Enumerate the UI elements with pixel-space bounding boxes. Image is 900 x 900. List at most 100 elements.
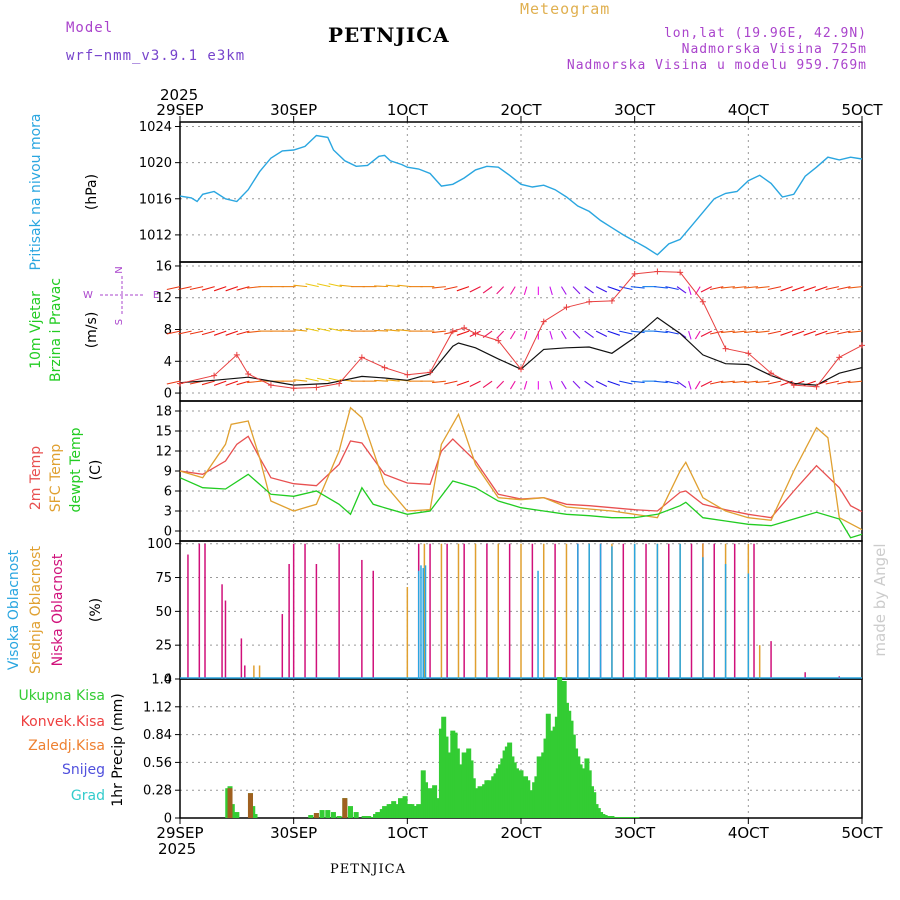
wind-barb — [496, 380, 505, 389]
gust-marker — [449, 328, 456, 335]
ytick-label-precip: 1.12 — [143, 700, 172, 715]
wind-barb — [549, 380, 553, 390]
ytick-label-temperature: 12 — [155, 445, 172, 460]
wind-barb — [837, 380, 851, 385]
wind-barb — [744, 380, 759, 384]
wind-barb — [815, 330, 828, 336]
gust-marker — [813, 383, 820, 390]
ytick-label-precip: 0.56 — [143, 756, 172, 771]
model-name: wrf−nmm_v3.9.1 e3km — [66, 48, 246, 64]
precip-legend-item: Grad — [71, 788, 105, 804]
wind-barb — [189, 286, 204, 291]
ytick-label-pressure: 1016 — [139, 192, 172, 207]
wind-barb — [595, 286, 608, 293]
wind-barb — [469, 380, 481, 388]
wind-barb — [837, 286, 851, 291]
wind-barb — [456, 380, 470, 386]
ytick-label-pressure: 1020 — [139, 156, 172, 171]
wind-barb — [560, 286, 567, 295]
yunit-pressure: (hPa) — [84, 174, 100, 210]
wind-barb — [780, 330, 793, 336]
ytick-label-clouds: 50 — [155, 605, 172, 620]
altitude-label: Nadmorska Visina 725m — [681, 42, 867, 57]
t2m-line — [179, 435, 863, 519]
year-top: 2025 — [160, 86, 198, 104]
gust-marker — [461, 324, 468, 331]
wind-barb — [432, 286, 446, 289]
wind-barb — [572, 330, 581, 339]
compass-e: E — [153, 290, 159, 301]
wind-barb — [572, 286, 581, 295]
wind-barb — [316, 377, 331, 382]
xtick-label-top: 1OCT — [387, 101, 429, 119]
wind-barb — [560, 330, 567, 340]
wind-barb — [653, 330, 668, 334]
wind-barb — [825, 380, 839, 385]
xtick-label-top: 2OCT — [501, 101, 543, 119]
wind-barb — [456, 330, 470, 336]
precip-bar — [634, 817, 640, 818]
ylabel-pressure: Pritisak na nivou mora — [28, 113, 44, 270]
wind-barb — [694, 330, 701, 340]
gust-marker — [654, 268, 661, 275]
wind-barb — [293, 379, 308, 382]
ylabel-tsfc: SFC Temp — [48, 444, 64, 513]
wind-barb — [755, 286, 770, 289]
wind-barb — [721, 380, 735, 384]
gust-marker — [699, 298, 706, 305]
wind-barb — [710, 380, 724, 385]
precip-bar — [308, 815, 314, 818]
model-label: Model — [66, 20, 114, 36]
wind-barb — [236, 286, 250, 291]
dewpt-line — [179, 473, 863, 539]
wind-barb — [721, 286, 735, 289]
wind-barb — [665, 380, 679, 385]
xtick-label-top: 4OCT — [728, 101, 770, 119]
wind-barb — [374, 329, 389, 332]
wind-barb — [496, 286, 505, 295]
wind-barb — [509, 380, 516, 390]
gust-marker — [233, 351, 240, 358]
wind-barb — [201, 286, 215, 291]
gust-marker — [358, 354, 365, 361]
wind-barb — [560, 380, 567, 390]
ylabel-cloud-mid: Srednja Oblacnost — [28, 546, 44, 674]
precip-bar — [330, 812, 336, 818]
wind-barb — [595, 330, 608, 337]
wind-barb — [619, 330, 633, 335]
wind-barb — [744, 330, 759, 334]
gust-marker — [790, 382, 797, 389]
precip-bar — [313, 813, 319, 818]
ytick-label-temperature: 9 — [164, 465, 172, 480]
wind-barb — [201, 380, 215, 386]
wind-barb — [166, 286, 181, 291]
ylabel-cloud-low: Niska Oblacnost — [50, 553, 66, 666]
wind-barb — [469, 286, 481, 293]
wind-barb — [374, 285, 389, 288]
precip-bar — [247, 793, 253, 818]
ytick-label-temperature: 6 — [164, 485, 172, 500]
gust-line — [179, 270, 863, 389]
gust-marker — [427, 369, 434, 376]
wind-barb — [700, 286, 712, 293]
wind-barb — [700, 380, 712, 388]
wind-barb — [293, 284, 308, 288]
wind-barb — [316, 283, 331, 288]
ytick-label-precip: 0.84 — [143, 728, 172, 743]
wind-barb — [676, 380, 687, 389]
compass-w: W — [83, 290, 93, 301]
gust-marker — [313, 384, 320, 391]
xtick-label-top: 29SEP — [156, 101, 203, 119]
wind-barb — [305, 283, 319, 288]
ytick-label-wind: 0 — [164, 387, 172, 402]
wind-barb — [607, 330, 620, 336]
gust-marker — [336, 380, 343, 387]
precip-bar — [342, 798, 348, 818]
wind-barb — [584, 330, 594, 338]
wind-barb — [374, 379, 389, 382]
gust-marker — [586, 298, 593, 305]
wind-barb — [385, 379, 400, 382]
wind-barb — [225, 286, 238, 292]
ytick-label-temperature: 18 — [155, 405, 172, 420]
